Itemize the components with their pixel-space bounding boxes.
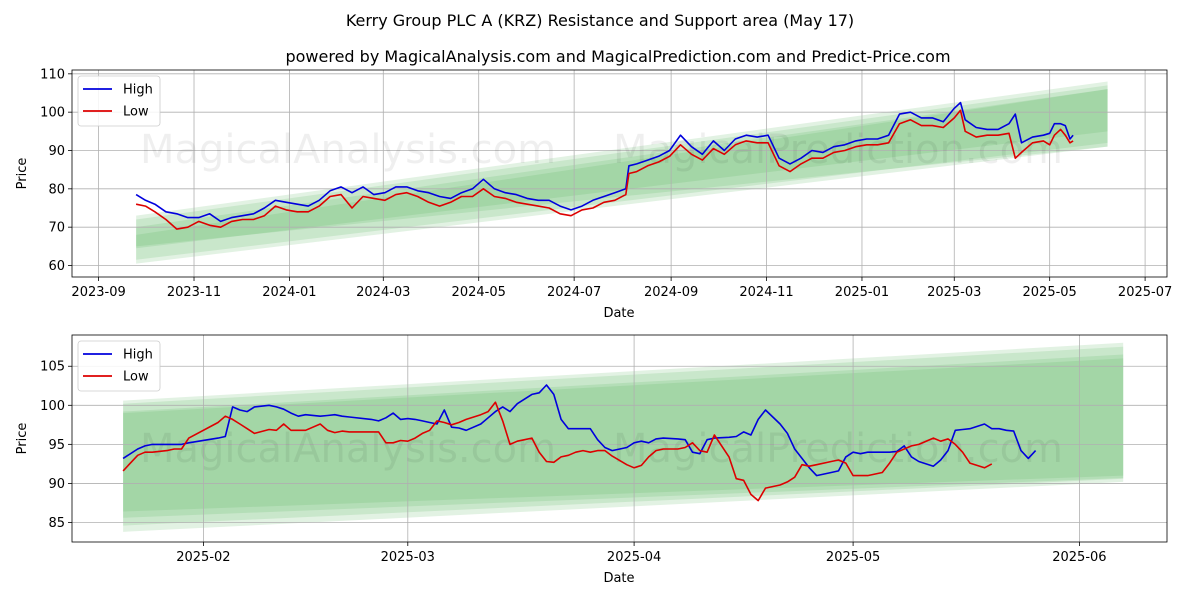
upper-chart-panel: MagicalAnalysis.com MagicalPrediction.com… <box>15 67 1172 321</box>
watermark-left: MagicalAnalysis.com <box>140 127 556 173</box>
y-tick-label: 100 <box>40 399 65 414</box>
y-tick-label: 110 <box>40 67 65 82</box>
grid-lines <box>72 70 1167 277</box>
support-resistance-band <box>123 354 1124 518</box>
x-tick-label: 2025-03 <box>927 285 981 300</box>
x-axis-label: Date <box>603 306 634 321</box>
y-tick-label: 70 <box>48 221 65 236</box>
legend-label-high: High <box>123 83 153 98</box>
x-tick-label: 2024-07 <box>547 285 601 300</box>
support-resistance-band <box>136 89 1108 247</box>
y-tick-label: 100 <box>40 106 65 121</box>
support-resistance-band <box>123 342 1124 532</box>
series-line-low <box>122 401 993 502</box>
x-tick-label: 2024-01 <box>262 285 316 300</box>
x-tick-label: 2025-07 <box>1118 285 1172 300</box>
support-resistance-band <box>136 89 1108 249</box>
x-tick-label: 2025-04 <box>607 550 661 565</box>
y-tick-label: 80 <box>48 182 65 197</box>
y-tick-label: 95 <box>48 438 65 453</box>
support-resistance-band <box>123 346 1124 526</box>
x-tick-label: 2024-05 <box>452 285 506 300</box>
series-line-high <box>135 101 1074 223</box>
legend-label-low: Low <box>123 105 149 120</box>
y-tick-label: 90 <box>48 477 65 492</box>
y-tick-label: 60 <box>48 259 65 274</box>
legend-label-high: High <box>123 348 153 363</box>
x-tick-label: 2024-11 <box>739 285 793 300</box>
y-axis-label: Price <box>15 158 30 190</box>
series-line-high <box>122 384 1037 477</box>
y-tick-label: 90 <box>48 144 65 159</box>
series-lines <box>135 101 1074 230</box>
watermark-right: MagicalPrediction.com <box>613 426 1063 472</box>
y-tick-label: 105 <box>40 360 65 375</box>
watermark-left: MagicalAnalysis.com <box>140 426 556 472</box>
watermark-right: MagicalPrediction.com <box>613 127 1063 173</box>
x-tick-label: 2024-09 <box>644 285 698 300</box>
x-tick-label: 2025-02 <box>176 550 230 565</box>
legend-label-low: Low <box>123 370 149 385</box>
x-tick-label: 2023-09 <box>71 285 125 300</box>
y-axis-label: Price <box>15 423 30 455</box>
chart-title: Kerry Group PLC A (KRZ) Resistance and S… <box>346 11 854 30</box>
grid-lines <box>72 335 1167 542</box>
plot-frame <box>71 334 1168 543</box>
legend: High Low <box>77 75 161 127</box>
x-tick-label: 2025-01 <box>835 285 889 300</box>
x-tick-label: 2025-05 <box>1023 285 1077 300</box>
lower-chart-panel: MagicalAnalysis.com MagicalPrediction.com… <box>15 334 1168 586</box>
support-resistance-band <box>123 358 1124 512</box>
legend: High Low <box>77 340 161 392</box>
x-axis-label: Date <box>603 571 634 586</box>
x-tick-label: 2025-03 <box>381 550 435 565</box>
series-line-low <box>135 109 1074 230</box>
x-tick-label: 2025-05 <box>826 550 880 565</box>
series-lines <box>122 384 1037 502</box>
support-resistance-band <box>136 85 1108 260</box>
support-resistance-band <box>136 81 1108 264</box>
x-tick-label: 2024-03 <box>356 285 410 300</box>
x-tick-label: 2023-11 <box>167 285 221 300</box>
support-resistance-band-group <box>136 81 1108 264</box>
y-tick-label: 85 <box>48 516 65 531</box>
support-resistance-band-group <box>123 342 1124 532</box>
chart-subtitle: powered by MagicalAnalysis.com and Magic… <box>285 47 950 66</box>
x-tick-label: 2025-06 <box>1052 550 1106 565</box>
plot-frame <box>71 69 1168 278</box>
